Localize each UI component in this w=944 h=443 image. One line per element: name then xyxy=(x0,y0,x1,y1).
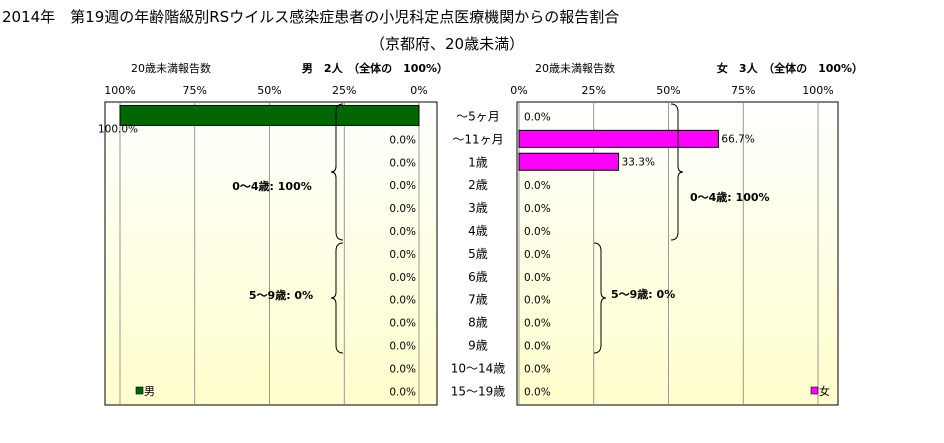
female-data-label: 0.0% xyxy=(524,340,551,352)
male-data-label: 100.0% xyxy=(98,123,138,135)
female-data-label: 0.0% xyxy=(524,111,551,123)
male-annotation-5-9: 5～9歳: 0% xyxy=(249,288,313,302)
male-brace-0-4 xyxy=(330,103,344,241)
male-data-label: 0.0% xyxy=(389,272,416,284)
male-data-label: 0.0% xyxy=(389,340,416,352)
female-data-label: 0.0% xyxy=(524,318,551,330)
female-legend-swatch xyxy=(810,386,819,395)
age-group-label: 3歳 xyxy=(468,201,488,215)
female-data-label: 0.0% xyxy=(524,272,551,284)
male-tick-label: 75% xyxy=(183,84,207,97)
female-tick-label: 75% xyxy=(731,84,755,97)
male-annotation-0-4: 0～4歳: 100% xyxy=(232,179,312,193)
male-count-label: 20歳未満報告数 xyxy=(131,62,211,75)
male-total-header: 男 2人 （全体の 100%） xyxy=(302,61,448,75)
age-group-label: 5歳 xyxy=(468,247,488,261)
male-legend-label: 男 xyxy=(144,385,155,398)
male-plot-area xyxy=(104,101,438,406)
female-data-label: 0.0% xyxy=(524,249,551,261)
male-bar xyxy=(119,104,420,126)
male-data-label: 0.0% xyxy=(389,226,416,238)
female-bar xyxy=(518,129,719,148)
age-group-label: 9歳 xyxy=(468,338,488,352)
female-data-label: 0.0% xyxy=(524,295,551,307)
female-data-label: 0.0% xyxy=(524,203,551,215)
male-legend-swatch xyxy=(135,386,144,395)
female-tick-label: 25% xyxy=(582,84,606,97)
age-group-label: 6歳 xyxy=(468,270,488,284)
age-group-label: ～5ヶ月 xyxy=(456,109,500,123)
age-group-label: 7歳 xyxy=(468,293,488,307)
female-annotation-5-9: 5～9歳: 0% xyxy=(611,287,675,301)
female-brace-0-4 xyxy=(670,103,684,241)
male-data-label: 0.0% xyxy=(389,134,416,146)
male-brace-5-9 xyxy=(330,242,344,354)
female-legend-label: 女 xyxy=(819,384,830,398)
male-tick-label: 25% xyxy=(332,84,356,97)
age-group-label: 1歳 xyxy=(468,155,488,169)
male-data-label: 0.0% xyxy=(389,203,416,215)
male-tick-label: 50% xyxy=(257,84,281,97)
female-count-label: 20歳未満報告数 xyxy=(535,62,615,75)
chart-subtitle: （京都府、20歳未満） xyxy=(370,35,525,53)
male-data-label: 0.0% xyxy=(389,249,416,261)
male-data-label: 0.0% xyxy=(389,157,416,169)
age-group-label: 2歳 xyxy=(468,178,488,192)
female-data-label: 0.0% xyxy=(524,180,551,192)
age-group-label: 8歳 xyxy=(468,316,488,330)
female-bar xyxy=(518,152,620,171)
age-group-label: 10～14歳 xyxy=(451,361,506,375)
female-data-label: 0.0% xyxy=(524,386,551,398)
male-data-label: 0.0% xyxy=(389,180,416,192)
male-data-label: 0.0% xyxy=(389,386,416,398)
age-group-label: 4歳 xyxy=(468,224,488,238)
chart-title: 2014年 第19週の年齢階級別RSウイルス感染症患者の小児科定点医療機関からの… xyxy=(2,8,620,26)
age-group-label: ～11ヶ月 xyxy=(452,132,503,146)
male-data-label: 0.0% xyxy=(389,318,416,330)
female-tick-label: 100% xyxy=(802,84,833,97)
male-data-label: 0.0% xyxy=(389,295,416,307)
female-tick-label: 50% xyxy=(656,84,680,97)
male-data-label: 0.0% xyxy=(389,363,416,375)
female-tick-label: 0% xyxy=(510,84,527,97)
female-total-header: 女 3人 （全体の 100%） xyxy=(717,61,863,75)
female-data-label: 66.7% xyxy=(721,133,754,145)
female-data-label: 0.0% xyxy=(524,363,551,375)
male-tick-label: 0% xyxy=(410,84,427,97)
female-data-label: 0.0% xyxy=(524,226,551,238)
female-annotation-0-4: 0～4歳: 100% xyxy=(690,190,770,204)
age-group-label: 15～19歳 xyxy=(451,384,506,398)
female-brace-5-9 xyxy=(593,242,607,354)
female-data-label: 33.3% xyxy=(622,156,655,168)
male-tick-label: 100% xyxy=(104,84,135,97)
